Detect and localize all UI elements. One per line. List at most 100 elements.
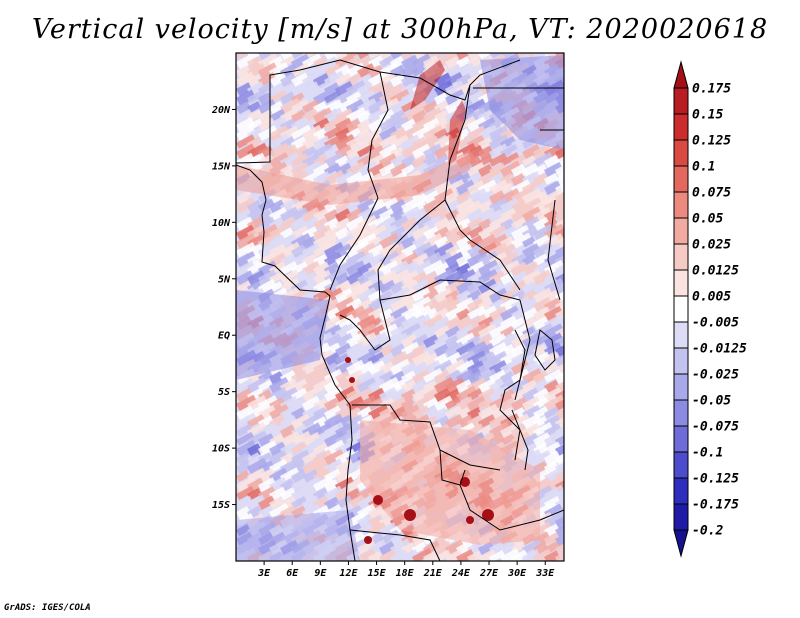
updraft-spot <box>349 377 355 383</box>
field-cell <box>467 63 485 78</box>
map-frame <box>235 52 565 562</box>
field-cell <box>335 81 354 97</box>
field-cell <box>302 242 321 257</box>
colorbar-segment <box>673 60 689 89</box>
field-cell <box>390 53 411 60</box>
field-cell <box>324 152 345 169</box>
field-cell <box>500 160 523 179</box>
field-cell <box>302 458 323 475</box>
field-cell <box>555 440 564 457</box>
field-cell <box>466 250 488 267</box>
field-cell <box>357 514 372 527</box>
field-cell <box>467 82 484 97</box>
field-cell <box>445 89 467 108</box>
field-cell <box>236 143 257 161</box>
field-cell <box>478 145 495 161</box>
field-cell <box>280 467 300 482</box>
field-cell <box>379 117 397 132</box>
border <box>547 199 561 301</box>
field-cell <box>302 368 323 385</box>
field-cell <box>444 414 465 432</box>
field-cell <box>269 467 289 483</box>
field-cell <box>258 62 279 79</box>
field-cell <box>478 549 497 561</box>
field-cell <box>478 137 493 150</box>
field-cell <box>422 323 442 339</box>
field-cell <box>401 315 419 330</box>
field-cell <box>555 395 564 411</box>
field-cell <box>346 433 363 449</box>
field-cell <box>466 305 486 320</box>
field-cell <box>390 162 410 180</box>
field-cell <box>511 232 533 250</box>
field-cell <box>246 377 269 396</box>
field-cell <box>555 511 564 531</box>
field-cell <box>555 468 564 486</box>
field-cell <box>323 242 345 259</box>
field-cell <box>324 63 342 77</box>
field-cell <box>555 421 564 441</box>
field-cell <box>390 351 409 365</box>
field-cell <box>456 253 474 268</box>
field-cell <box>456 549 477 561</box>
field-cell <box>280 227 294 240</box>
country-borders <box>236 59 564 561</box>
field-cell <box>456 179 477 198</box>
field-cell <box>478 218 493 231</box>
field-cell <box>456 385 478 402</box>
field-cell <box>489 325 506 339</box>
field-cell <box>280 206 299 222</box>
field-cell <box>357 539 377 555</box>
field-cell <box>423 101 438 114</box>
field-cell <box>455 296 477 315</box>
field-cell <box>488 305 509 323</box>
lon-tick-label: 9E <box>314 568 327 579</box>
field-cell <box>423 352 440 367</box>
updraft-spot <box>482 509 494 521</box>
field-cell <box>324 56 339 70</box>
field-cell <box>411 224 432 242</box>
field-cell <box>445 335 461 350</box>
field-cell <box>258 440 279 458</box>
field-cell <box>368 98 390 116</box>
field-cell <box>434 217 452 234</box>
field-cell <box>236 280 252 294</box>
field-cell <box>258 198 276 213</box>
field-cell <box>467 550 483 561</box>
colorbar-segment <box>673 451 689 479</box>
field-cell <box>445 224 466 241</box>
field-cell <box>412 53 432 70</box>
field-cell <box>236 125 256 141</box>
field-cell <box>499 397 516 412</box>
colorbar-segment <box>673 477 689 505</box>
field-cell <box>236 108 254 125</box>
field-cell <box>335 53 355 68</box>
field-cell <box>291 82 309 98</box>
field-cell <box>412 191 428 207</box>
field-cell <box>367 360 388 378</box>
colorbar-label: 0.1 <box>692 160 715 175</box>
field-cell <box>555 431 564 447</box>
field-cell <box>357 128 372 141</box>
field-cell <box>368 116 389 135</box>
colorbar-label: 0.125 <box>692 134 731 149</box>
field-cell <box>456 56 471 69</box>
field-cell <box>478 288 497 304</box>
field-cell <box>236 475 258 494</box>
field-cell <box>268 496 285 510</box>
colorbar-label: 0.05 <box>692 212 723 227</box>
field-cell <box>346 106 367 123</box>
field-cell <box>544 368 563 383</box>
field-cell <box>412 405 431 421</box>
field-cell <box>500 423 520 441</box>
field-cell <box>533 449 552 466</box>
field-cell <box>346 118 362 134</box>
field-cell <box>456 289 472 304</box>
field-cell <box>555 199 564 214</box>
field-cell <box>269 371 285 386</box>
field-cell <box>555 244 564 261</box>
field-cell <box>522 269 544 288</box>
field-cell <box>478 250 500 268</box>
field-cell <box>423 367 444 383</box>
field-cell <box>412 305 432 320</box>
